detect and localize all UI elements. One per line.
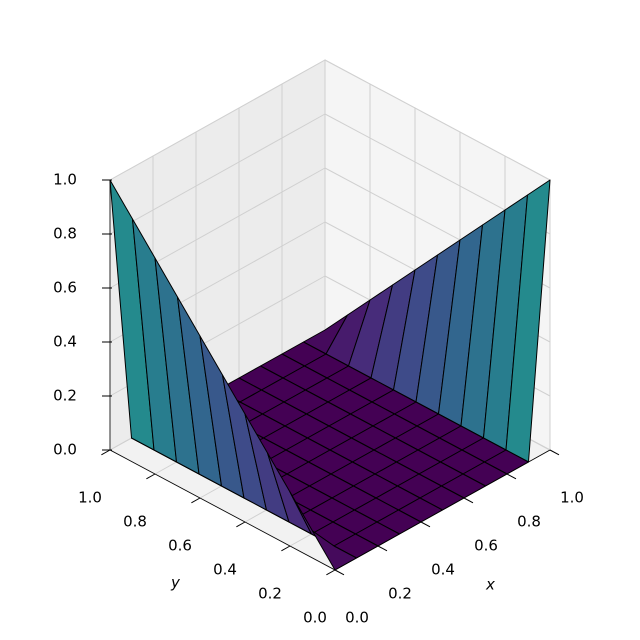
y-tick-label: 0.8 xyxy=(123,513,147,531)
tick-mark xyxy=(101,449,111,456)
y-tick-label: 1.0 xyxy=(78,489,102,507)
tick-mark xyxy=(334,569,345,576)
x-tick-label: 0.4 xyxy=(431,561,455,579)
tick-mark xyxy=(191,497,201,504)
y-tick-label: 0.4 xyxy=(213,561,237,579)
grid-line xyxy=(109,113,326,235)
x-tick-label: 0.0 xyxy=(345,609,369,627)
axis-line xyxy=(109,449,336,571)
z-tick-label: 1.0 xyxy=(53,171,77,189)
z-tick-label: 0.0 xyxy=(53,441,77,459)
tick-mark xyxy=(236,521,246,528)
x-tick-label: 0.8 xyxy=(517,513,541,531)
grid-line xyxy=(109,59,326,181)
tick-mark xyxy=(506,473,517,480)
z-tick-label: 0.6 xyxy=(53,279,77,297)
y-tick-label: 0.0 xyxy=(303,609,327,627)
tick-mark xyxy=(326,569,336,576)
x-tick-label: 0.2 xyxy=(388,585,412,603)
grid-line xyxy=(324,59,551,181)
tick-mark xyxy=(420,521,431,528)
tick-mark xyxy=(146,473,156,480)
surface xyxy=(109,179,551,571)
x-tick-label: 0.6 xyxy=(474,537,498,555)
tick-mark xyxy=(463,497,474,504)
x-tick-label: 1.0 xyxy=(560,489,584,507)
y-tick-label: 0.2 xyxy=(258,585,282,603)
tick-mark xyxy=(281,545,291,552)
y-tick-label: 0.6 xyxy=(168,537,192,555)
axes: 0.0 0.2 0.4 0.6 0.8 1.0 0.0 0.2 0.4 0.6 0.8 1.0 0.0 0… xyxy=(53,171,584,627)
y-axis-label: y xyxy=(170,574,181,592)
tick-mark xyxy=(377,545,388,552)
tick-mark xyxy=(549,449,560,456)
axis-line xyxy=(334,449,551,571)
x-axis-label: x xyxy=(485,576,495,594)
z-tick-label: 0.4 xyxy=(53,333,77,351)
z-tick-label: 0.8 xyxy=(53,225,77,243)
z-tick-label: 0.2 xyxy=(53,387,77,405)
